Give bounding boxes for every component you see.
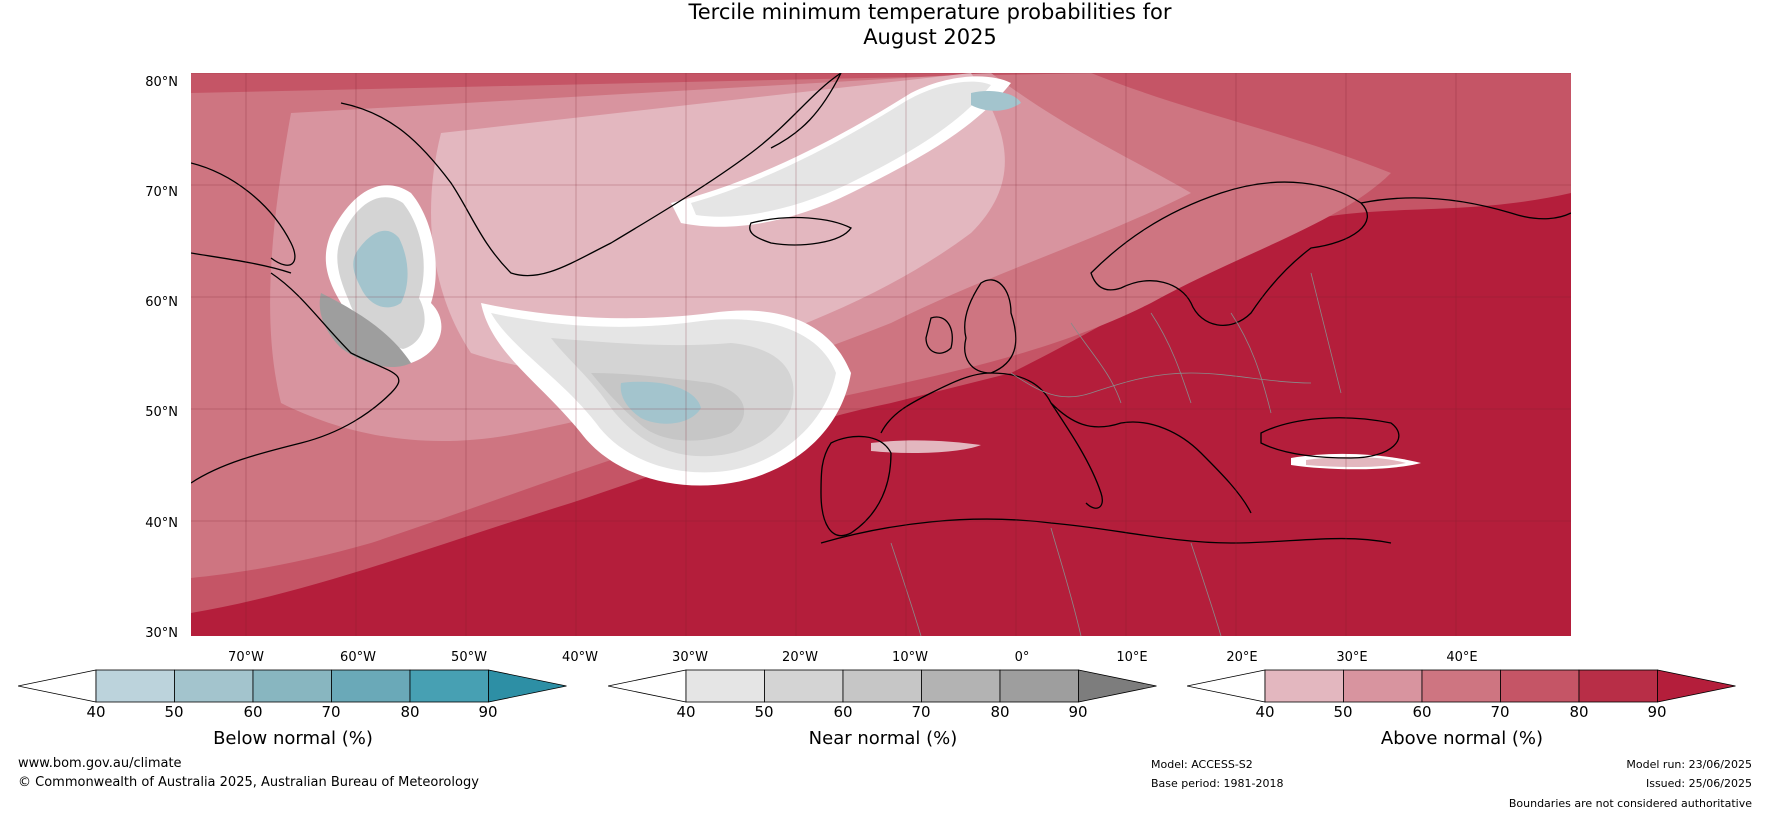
model-run-text: Model run: 23/06/2025 [1626, 758, 1752, 771]
colorbar-extend-low [1187, 669, 1266, 703]
map-title: Tercile minimum temperature probabilitie… [0, 0, 1770, 50]
lon-label-0: 0° [1014, 650, 1030, 665]
lat-label-60n: 60°N [145, 295, 178, 310]
lat-label-80n: 80°N [145, 75, 178, 90]
lon-label-60w: 60°W [340, 650, 376, 665]
lat-label-50n: 50°N [145, 405, 178, 420]
colorbar-above-normal [1187, 668, 1737, 704]
lon-label-10e: 10°E [1116, 650, 1148, 665]
colorbar-segment [174, 669, 254, 703]
tick: 70 [911, 703, 931, 721]
tick: 60 [833, 703, 853, 721]
lon-label-20e: 20°E [1226, 650, 1258, 665]
lon-label-40w: 40°W [562, 650, 598, 665]
tick: 50 [1333, 703, 1353, 721]
colorbar-segment [999, 669, 1079, 703]
colorbar-below-title: Below normal (%) [213, 728, 373, 749]
tick: 40 [1255, 703, 1275, 721]
lon-label-40e: 40°E [1446, 650, 1478, 665]
website-link[interactable]: www.bom.gov.au/climate [18, 756, 182, 771]
tick: 90 [1068, 703, 1088, 721]
colorbar-segment [331, 669, 411, 703]
lon-label-30e: 30°E [1336, 650, 1368, 665]
tick: 50 [754, 703, 774, 721]
colorbar-segment [842, 669, 922, 703]
copyright-text: © Commonwealth of Australia 2025, Austra… [18, 775, 479, 790]
tick: 90 [1647, 703, 1667, 721]
colorbar-segment [95, 669, 175, 703]
colorbar-extend-low [18, 669, 97, 703]
tick: 80 [990, 703, 1010, 721]
tick: 40 [86, 703, 106, 721]
lat-label-40n: 40°N [145, 516, 178, 531]
disclaimer-text: Boundaries are not considered authoritat… [1508, 797, 1752, 810]
lon-label-10w: 10°W [892, 650, 928, 665]
tick: 40 [676, 703, 696, 721]
map-canvas [191, 73, 1571, 636]
lat-label-30n: 30°N [145, 626, 178, 641]
colorbar-segment [252, 669, 332, 703]
tick: 80 [400, 703, 420, 721]
lon-label-30w: 30°W [672, 650, 708, 665]
lat-label-70n: 70°N [145, 185, 178, 200]
base-period-text: Base period: 1981-2018 [1151, 777, 1284, 790]
lon-label-50w: 50°W [451, 650, 487, 665]
title-line-1: Tercile minimum temperature probabilitie… [688, 0, 1172, 24]
colorbar-segment [764, 669, 844, 703]
issued-text: Issued: 25/06/2025 [1645, 777, 1752, 790]
colorbar-near-normal [608, 668, 1158, 704]
tick: 60 [243, 703, 263, 721]
colorbar-above-title: Above normal (%) [1380, 728, 1544, 749]
colorbar-segment [1343, 669, 1423, 703]
colorbar-segment [409, 669, 489, 703]
tick: 70 [1490, 703, 1510, 721]
lon-label-20w: 20°W [782, 650, 818, 665]
colorbar-extend-high [1657, 669, 1736, 703]
colorbar-extend-high [488, 669, 567, 703]
probability-map [191, 73, 1571, 636]
title-line-2: August 2025 [863, 25, 997, 49]
colorbar-segment [1578, 669, 1658, 703]
tick: 60 [1412, 703, 1432, 721]
colorbar-segment [1421, 669, 1501, 703]
colorbar-near-svg [608, 669, 1157, 703]
tick: 50 [164, 703, 184, 721]
tick: 90 [478, 703, 498, 721]
colorbar-extend-high [1078, 669, 1157, 703]
colorbar-segment [685, 669, 765, 703]
colorbar-segment [921, 669, 1001, 703]
colorbar-segment [1264, 669, 1344, 703]
colorbar-extend-low [608, 669, 687, 703]
colorbar-below-normal [18, 668, 568, 704]
colorbar-near-title: Near normal (%) [808, 728, 958, 749]
model-text: Model: ACCESS-S2 [1151, 758, 1253, 771]
colorbar-segment [1500, 669, 1580, 703]
colorbar-below-svg [18, 669, 567, 703]
colorbar-above-svg [1187, 669, 1736, 703]
tick: 70 [321, 703, 341, 721]
tick: 80 [1569, 703, 1589, 721]
lon-label-70w: 70°W [228, 650, 264, 665]
